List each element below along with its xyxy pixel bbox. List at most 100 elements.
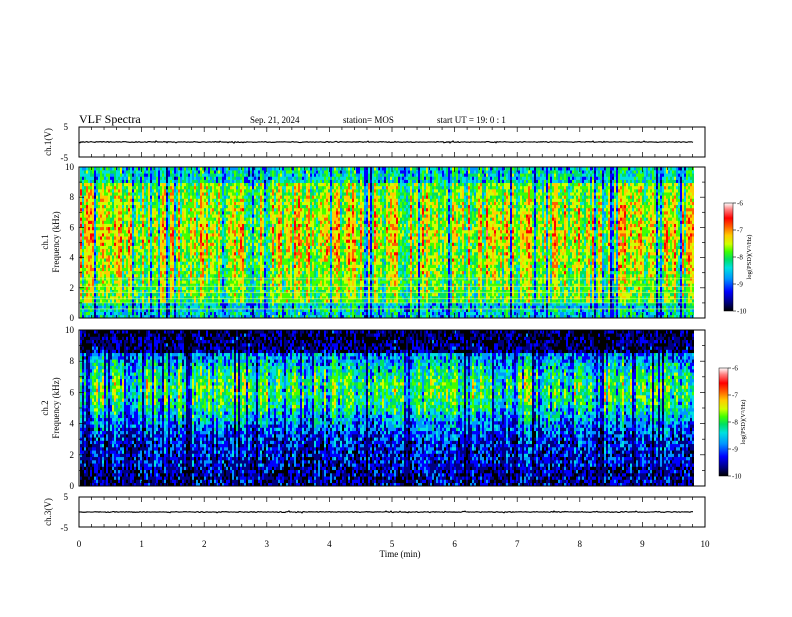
- spectrogram-cell: [94, 293, 96, 296]
- spectrogram-cell: [106, 208, 108, 211]
- spectrogram-cell: [100, 173, 102, 176]
- spectrogram-cell: [124, 176, 126, 179]
- spectrogram-cell: [82, 176, 84, 179]
- spectrogram-cell: [90, 227, 92, 230]
- spectrogram-cell: [112, 227, 114, 230]
- spectrogram-cell: [100, 167, 102, 170]
- spectrogram-cell: [84, 293, 86, 296]
- spectrogram-cell: [100, 255, 102, 258]
- spectrogram-cell: [106, 287, 108, 290]
- spectrogram-cell: [92, 195, 94, 198]
- spectrogram-cell: [92, 274, 94, 277]
- spectrogram-cell: [116, 312, 118, 315]
- spectrogram-cell: [116, 186, 118, 189]
- spectrogram-cell: [112, 202, 114, 205]
- spectrogram-cell: [124, 252, 126, 255]
- spectrogram-cell: [108, 265, 110, 268]
- spectrogram-cell: [104, 265, 106, 268]
- spectrogram-cell: [84, 255, 86, 258]
- spectrogram-cell: [82, 211, 84, 214]
- spectrogram-cell: [110, 287, 112, 290]
- spectrogram-cell: [96, 296, 98, 299]
- spectrogram-cell: [88, 233, 90, 236]
- spectrogram-cell: [82, 255, 84, 258]
- spectrogram-cell: [92, 246, 94, 249]
- spectrogram-cell: [90, 305, 92, 308]
- spectrogram-cell: [98, 293, 100, 296]
- spectrogram-cell: [120, 312, 122, 315]
- spectrogram-cell: [108, 230, 110, 233]
- spectrogram-cell: [110, 239, 112, 242]
- spectrogram-cell: [96, 183, 98, 186]
- spectrogram-cell: [84, 296, 86, 299]
- spectrogram-cell: [116, 217, 118, 220]
- spectrogram-cell: [88, 312, 90, 315]
- spectrogram-cell: [106, 173, 108, 176]
- spectrogram-cell: [122, 170, 124, 173]
- spectrogram-cell: [102, 293, 104, 296]
- spectrogram-cell: [90, 173, 92, 176]
- spectrogram-cell: [100, 280, 102, 283]
- spectrogram-cell: [86, 167, 88, 170]
- spectrogram-cell: [112, 183, 114, 186]
- spectrogram-cell: [110, 265, 112, 268]
- spectrogram-cell: [108, 192, 110, 195]
- spectrogram-cell: [96, 186, 98, 189]
- spectrogram-cell: [96, 274, 98, 277]
- spectrogram-cell: [118, 261, 120, 264]
- spectrogram-cell: [114, 202, 116, 205]
- spectrogram-cell: [120, 249, 122, 252]
- spectrogram-cell: [80, 211, 82, 214]
- spectrogram-cell: [108, 180, 110, 183]
- spectrogram-cell: [104, 312, 106, 315]
- spectrogram-cell: [80, 224, 82, 227]
- spectrogram-cell: [104, 214, 106, 217]
- spectrogram-cell: [116, 299, 118, 302]
- spectrogram-cell: [112, 176, 114, 179]
- spectrogram-cell: [94, 268, 96, 271]
- spectrogram-cell: [80, 249, 82, 252]
- spectrogram-cell: [122, 220, 124, 223]
- spectrogram-cell: [102, 205, 104, 208]
- spectrogram-cell: [116, 239, 118, 242]
- spectrogram-cell: [98, 198, 100, 201]
- spectrogram-cell: [106, 176, 108, 179]
- spectrogram-cell: [124, 192, 126, 195]
- spectrogram-cell: [122, 173, 124, 176]
- spectrogram-cell: [102, 280, 104, 283]
- spectrogram-cell: [94, 192, 96, 195]
- spectrogram-cell: [124, 280, 126, 283]
- spectrogram-cell: [82, 186, 84, 189]
- spectrogram-cell: [118, 252, 120, 255]
- spectrogram-cell: [80, 296, 82, 299]
- spectrogram-cell: [116, 287, 118, 290]
- spectrogram-cell: [90, 236, 92, 239]
- spectrogram-cell: [94, 258, 96, 261]
- spectrogram-cell: [88, 217, 90, 220]
- spectrogram-cell: [90, 211, 92, 214]
- spectrogram-cell: [80, 214, 82, 217]
- spectrogram-cell: [120, 224, 122, 227]
- spectrogram-cell: [120, 252, 122, 255]
- spectrogram-cell: [102, 176, 104, 179]
- figure-canvas: VLF Spectra Sep. 21, 2024 station= MOS s…: [0, 0, 792, 612]
- spectrogram-cell: [114, 280, 116, 283]
- spectrogram-cell: [82, 173, 84, 176]
- spectrogram-cell: [80, 258, 82, 261]
- spectrogram-cell: [110, 167, 112, 170]
- spectrogram-cell: [92, 180, 94, 183]
- spectrogram-cell: [118, 239, 120, 242]
- spectrogram-cell: [102, 246, 104, 249]
- spectrogram-cell: [114, 252, 116, 255]
- spectrogram-cell: [102, 252, 104, 255]
- spectrogram-cell: [104, 258, 106, 261]
- spectrogram-cell: [80, 173, 82, 176]
- spectrogram-cell: [114, 211, 116, 214]
- spectrogram-cell: [116, 220, 118, 223]
- spectrogram-cell: [114, 255, 116, 258]
- spectrogram-cell: [88, 274, 90, 277]
- spectrogram-cell: [120, 214, 122, 217]
- spectrogram-cell: [102, 271, 104, 274]
- spectrogram-cell: [106, 271, 108, 274]
- ch1-spectrogram-image: [80, 167, 705, 318]
